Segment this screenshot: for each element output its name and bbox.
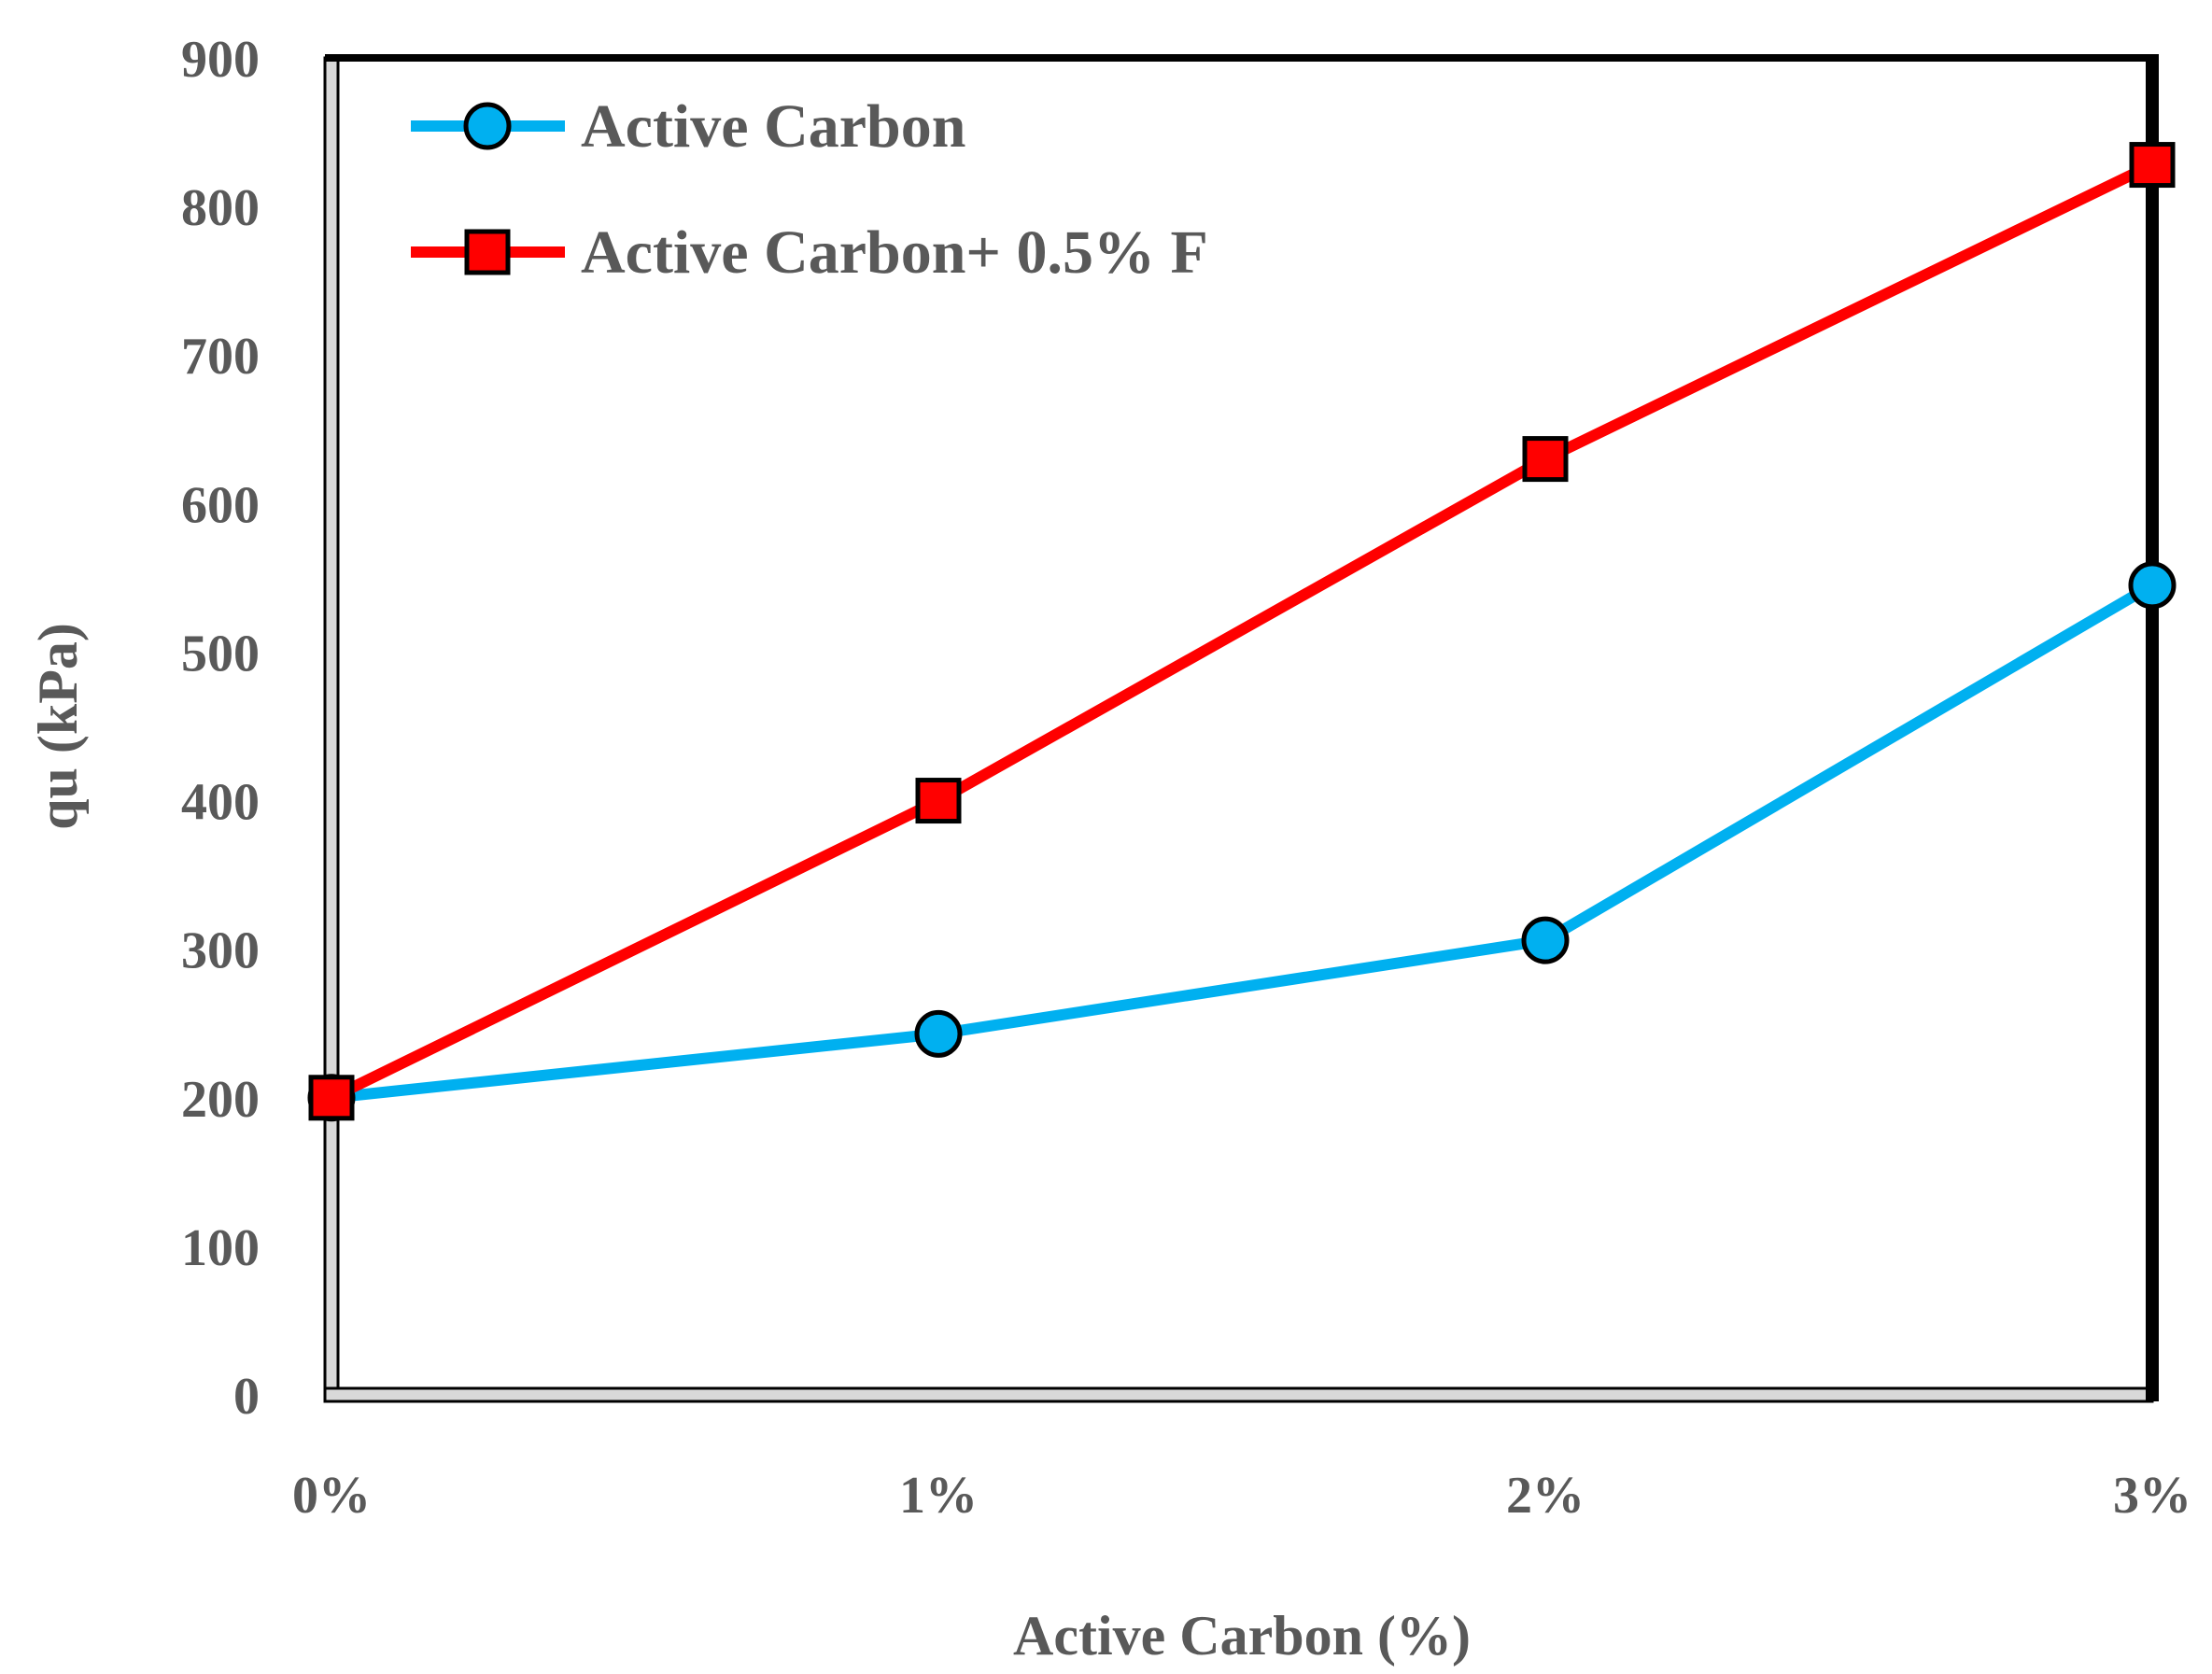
y-tick-label: 700: [181, 328, 260, 386]
series-2: [308, 142, 2176, 1121]
x-axis-ticks: 0% 1% 2% 3%: [292, 1467, 2191, 1525]
data-point: [1522, 436, 1569, 483]
y-axis-ticks: 0 100 200 300 400 500 600 700 800 900: [181, 31, 260, 1426]
series-line: [329, 160, 2155, 1104]
y-tick-label: 100: [181, 1219, 260, 1277]
data-point: [914, 1009, 963, 1058]
x-tick-label: 3%: [2113, 1467, 2191, 1525]
x-tick-label: 2%: [1506, 1467, 1585, 1525]
legend-marker: [464, 229, 511, 275]
series-layer: [307, 142, 2177, 1122]
legend-entry: Active Carbon+ 0.5% F: [411, 218, 1208, 287]
data-point: [2129, 142, 2176, 189]
series-1: [307, 561, 2177, 1122]
x-tick-label: 1%: [899, 1467, 978, 1525]
legend: Active Carbon Active Carbon+ 0.5% F: [411, 92, 1208, 287]
x-axis-title: Active Carbon (%): [1013, 1605, 1471, 1667]
legend-label: Active Carbon: [581, 92, 965, 161]
legend-entry: Active Carbon: [411, 92, 965, 161]
series-line: [331, 580, 2156, 1104]
y-tick-label: 800: [181, 179, 260, 237]
y-tick-label: 900: [181, 31, 260, 89]
x-tick-label: 0%: [292, 1467, 371, 1525]
y-tick-label: 400: [181, 774, 260, 832]
y-tick-label: 200: [181, 1071, 260, 1129]
data-point: [308, 1075, 355, 1121]
legend-label: Active Carbon+ 0.5% F: [581, 218, 1208, 287]
x-axis-line: [323, 1386, 2154, 1403]
y-axis-title: qu (kPa): [27, 623, 89, 830]
y-tick-label: 600: [181, 476, 260, 534]
legend-marker: [463, 102, 512, 150]
y-tick-label: 0: [233, 1368, 260, 1426]
plot-frame: [323, 54, 2159, 1403]
data-point: [2128, 561, 2177, 610]
y-tick-label: 500: [181, 625, 260, 682]
y-tick-label: 300: [181, 922, 260, 980]
data-point: [1521, 916, 1570, 964]
y-axis-line: [323, 56, 340, 1397]
data-point: [915, 778, 962, 824]
